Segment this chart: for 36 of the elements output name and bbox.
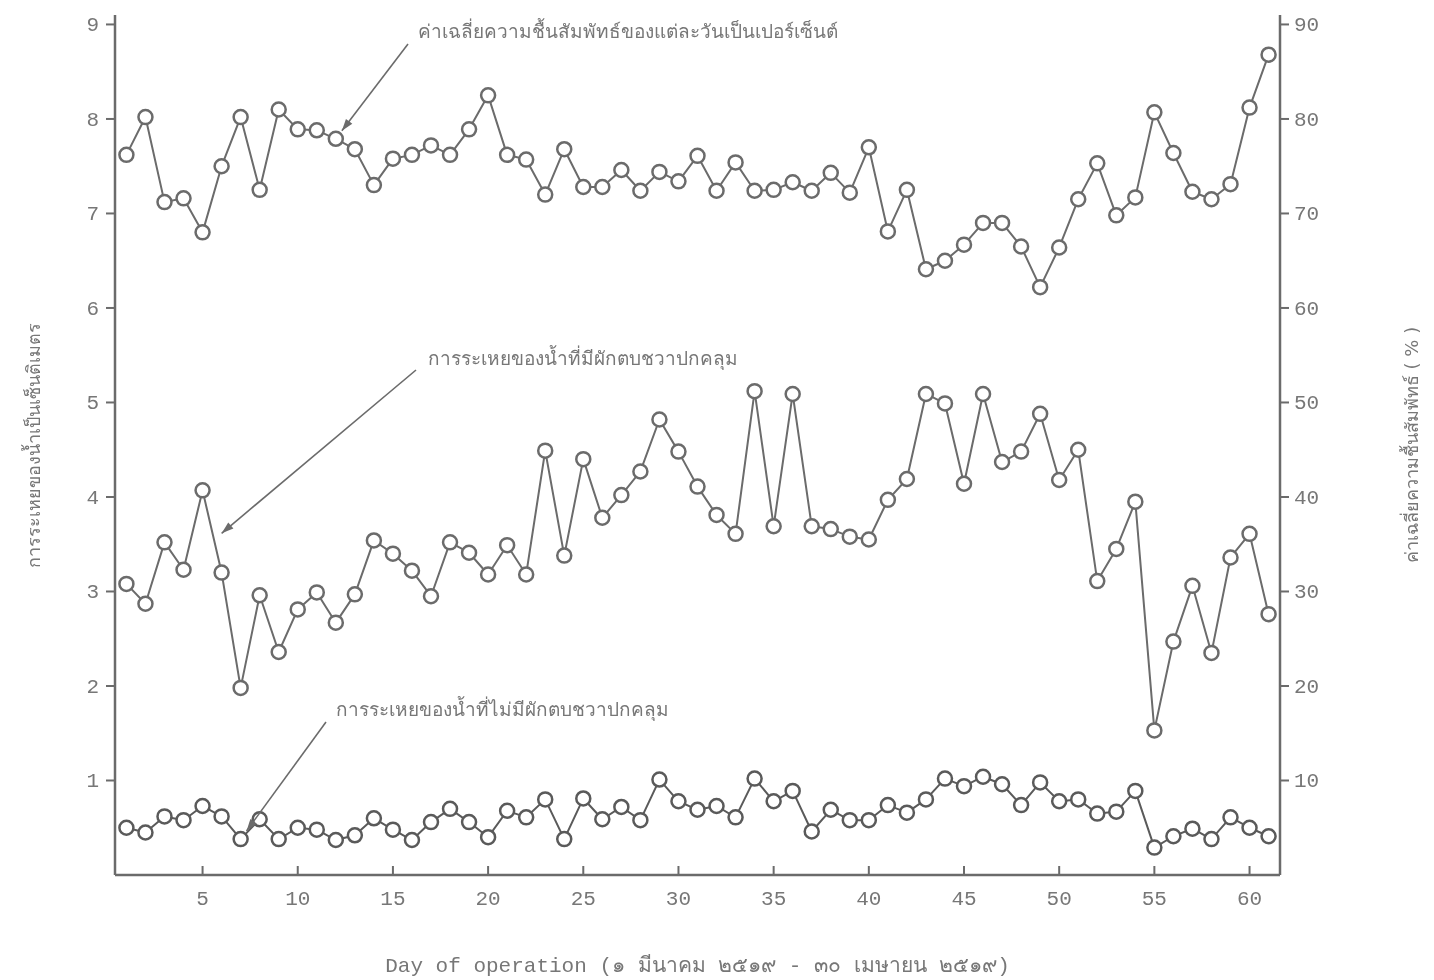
- x-tick-label: 5: [196, 888, 209, 911]
- y2-tick-label: 80: [1294, 108, 1320, 132]
- series-label: การระเหยของน้ำที่มีผักตบชวาปกคลุม: [428, 345, 738, 371]
- y2-tick-label: 70: [1294, 203, 1320, 227]
- x-tick-label: 20: [475, 888, 501, 911]
- y-axis-title: การระเหยของน้ำเป็นเซ็นติเมตร: [21, 322, 44, 568]
- y2-tick-label: 50: [1294, 392, 1320, 416]
- y-tick-label: 1: [86, 770, 99, 794]
- x-tick-label: 55: [1141, 888, 1167, 911]
- y-tick-label: 2: [86, 675, 99, 699]
- y-tick-label: 7: [86, 203, 99, 227]
- x-tick-label: 50: [1046, 888, 1072, 911]
- y2-tick-label: 90: [1294, 14, 1320, 38]
- y2-tick-label: 60: [1294, 297, 1320, 321]
- y-tick-label: 4: [86, 486, 99, 510]
- y2-tick-label: 10: [1294, 770, 1320, 794]
- x-tick-label: 10: [285, 888, 311, 911]
- y2-tick-label: 30: [1294, 581, 1320, 605]
- y2-axis-title: ค่าเฉลี่ยความชื้นสัมพัทธ์ ( % ): [1399, 326, 1422, 564]
- y-tick-label: 9: [86, 14, 99, 38]
- text: การระเหยของน้ำที่ไม่มีผักตบชวาปกคลุม: [336, 696, 669, 722]
- text: ค่าเฉลี่ยความชื้นสัมพัทธ์ของแต่ละวันเป็นเปอร์เซ็นต์: [418, 18, 838, 42]
- x-tick-label: 15: [380, 888, 406, 911]
- x-tick-label: 60: [1236, 888, 1263, 911]
- x-tick-label: 35: [761, 888, 787, 911]
- x-tick-label: 40: [856, 888, 882, 911]
- y-tick-label: 6: [86, 297, 99, 321]
- y-tick-label: 5: [86, 392, 99, 416]
- y-tick-label: 3: [86, 581, 99, 605]
- y2-tick-label: 40: [1294, 486, 1320, 510]
- x-axis-title: Day of operation (๑ มีนาคม ๒๕๑๙ - ๓๐ เมษายน ๒๕๑๙): [385, 954, 1010, 978]
- y-tick-label: 8: [86, 108, 99, 132]
- y2-tick-label: 20: [1294, 675, 1320, 699]
- x-tick-label: 30: [665, 888, 692, 911]
- x-tick-label: 25: [570, 888, 596, 911]
- x-tick-label: 45: [951, 888, 977, 911]
